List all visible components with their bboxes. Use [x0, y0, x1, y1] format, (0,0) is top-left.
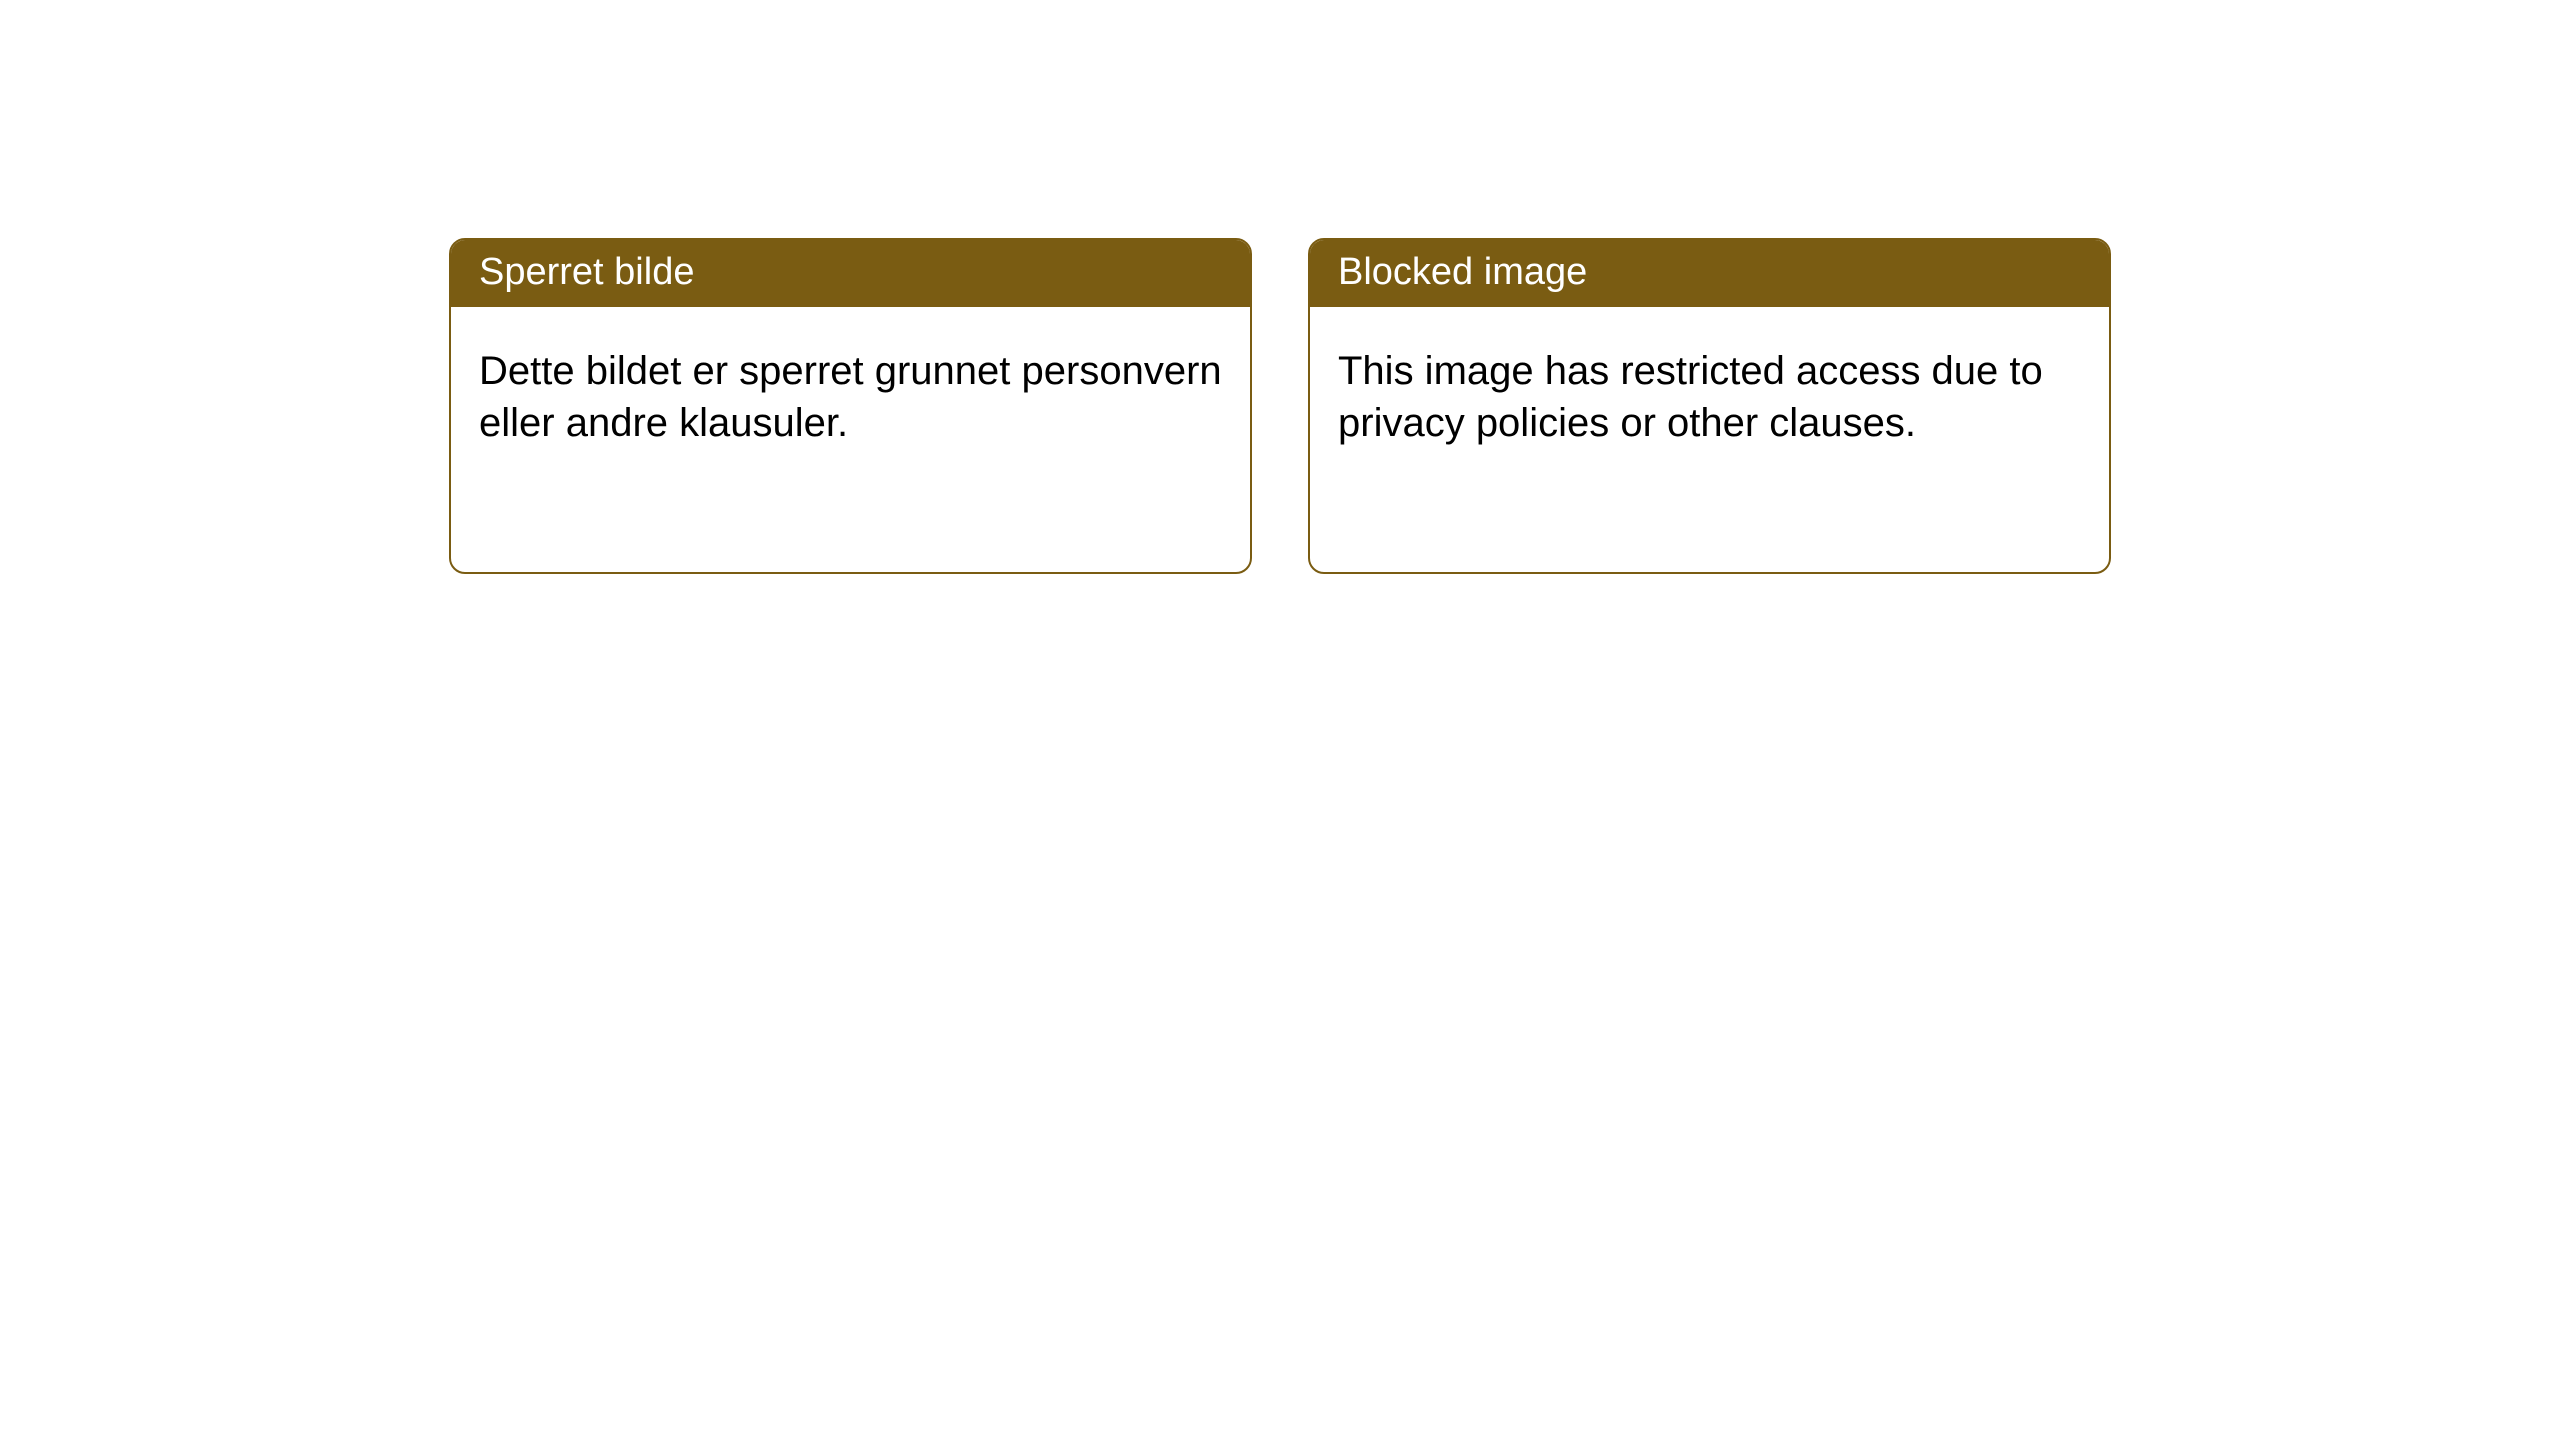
notice-card-norwegian: Sperret bilde Dette bildet er sperret gr… [449, 238, 1252, 574]
notice-card-english: Blocked image This image has restricted … [1308, 238, 2111, 574]
notice-body: This image has restricted access due to … [1310, 307, 2109, 477]
notice-title: Sperret bilde [451, 240, 1250, 307]
notice-title: Blocked image [1310, 240, 2109, 307]
notice-body: Dette bildet er sperret grunnet personve… [451, 307, 1250, 477]
notice-container: Sperret bilde Dette bildet er sperret gr… [0, 0, 2560, 574]
